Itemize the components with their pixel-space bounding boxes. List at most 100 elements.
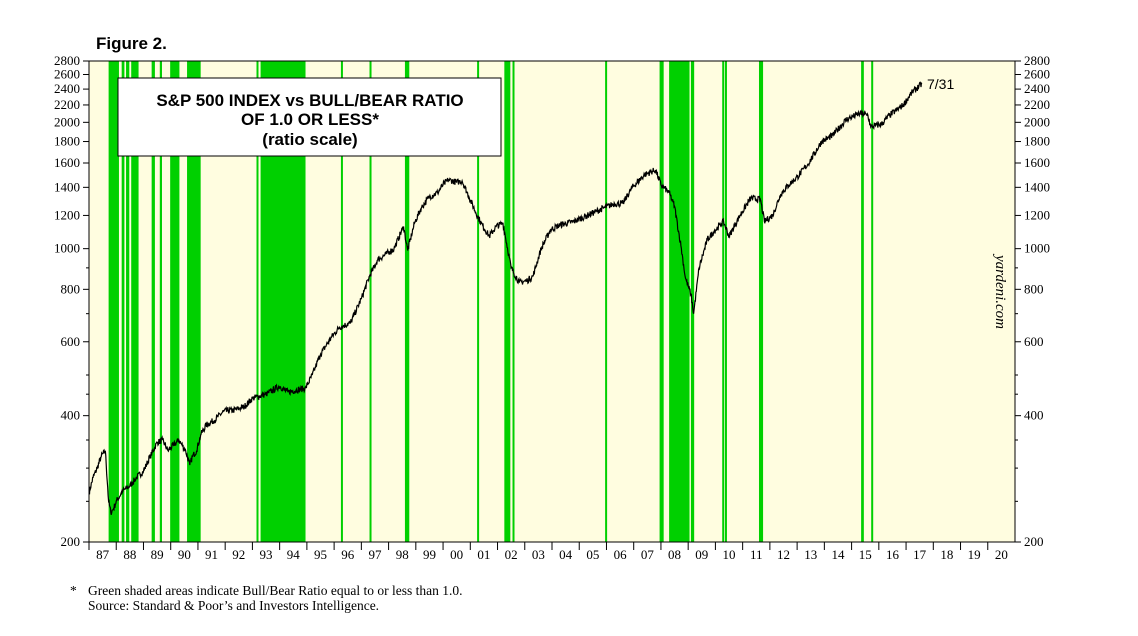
y-tick-label-right: 1200 [1024,207,1050,222]
series-line-sp500 [88,81,923,515]
x-year-label: 02 [505,547,518,562]
shaded-period-19 [669,61,690,542]
x-year-label: 15 [859,547,872,562]
y-tick-label-right: 1000 [1024,241,1050,256]
y-tick-label-right: 600 [1024,334,1044,349]
x-year-label: 19 [968,547,981,562]
y-tick-label-left: 2800 [54,53,80,68]
chart-title-line-2: OF 1.0 OR LESS* [241,110,379,129]
x-year-label: 17 [913,547,927,562]
x-year-label: 12 [777,547,790,562]
y-tick-label-right: 200 [1024,534,1044,549]
x-year-label: 07 [641,547,655,562]
chart-title-line-3: (ratio scale) [262,130,357,149]
x-year-label: 89 [151,547,164,562]
shaded-period-1 [108,61,119,542]
y-tick-label-right: 2600 [1024,67,1050,82]
x-year-label: 88 [123,547,136,562]
x-year-label: 13 [804,547,817,562]
shaded-period-2 [121,61,125,542]
x-year-label: 10 [723,547,736,562]
x-year-label: 99 [423,547,436,562]
y-tick-label-right: 1600 [1024,155,1050,170]
shaded-period-4 [131,61,139,542]
x-year-label: 90 [178,547,191,562]
x-year-label: 87 [96,547,110,562]
x-year-label: 96 [341,547,355,562]
shaded-period-21 [722,61,725,542]
shaded-period-9 [256,61,259,542]
x-year-label: 91 [205,547,218,562]
plot-border [88,60,1016,543]
shaded-period-5 [151,61,155,542]
y-tick-label-left: 1000 [54,241,80,256]
x-year-label: 08 [668,547,681,562]
shaded-period-6 [159,61,162,542]
shaded-period-14 [477,61,480,542]
shaded-period-20 [690,61,695,542]
source-text: Source: Standard & Poor’s and Investors … [88,598,380,613]
y-tick-label-right: 2400 [1024,81,1050,96]
y-tick-label-left: 1600 [54,155,80,170]
x-year-label: 97 [368,547,382,562]
y-tick-label-right: 2800 [1024,53,1050,68]
x-year-label: 20 [995,547,1008,562]
x-year-label: 18 [940,547,953,562]
x-year-label: 94 [287,547,301,562]
chart-title-line-1: S&P 500 INDEX vs BULL/BEAR RATIO [156,91,463,110]
shaded-period-11 [340,61,343,542]
figure-label: Figure 2. [96,34,167,53]
end-date-label: 7/31 [927,76,954,92]
shaded-period-12 [369,61,372,542]
y-tick-label-left: 1800 [54,134,80,149]
chart-title-box: S&P 500 INDEX vs BULL/BEAR RATIO OF 1.0 … [117,77,502,157]
shaded-period-7 [170,61,180,542]
y-tick-label-left: 2200 [54,97,80,112]
y-tick-label-right: 2200 [1024,97,1050,112]
x-year-label: 93 [260,547,273,562]
x-year-label: 05 [586,547,599,562]
x-year-label: 95 [314,547,327,562]
shaded-period-18 [659,61,664,542]
x-year-label: 00 [450,547,463,562]
y-tick-label-left: 800 [61,281,81,296]
y-tick-label-right: 800 [1024,281,1044,296]
x-year-label: 06 [614,547,628,562]
shaded-period-8 [187,61,201,542]
shaded-period-22 [724,61,727,542]
y-tick-label-left: 200 [61,534,81,549]
y-tick-label-right: 1400 [1024,179,1050,194]
x-year-label: 98 [396,547,409,562]
y-tick-label-left: 400 [61,408,81,423]
y-tick-label-right: 400 [1024,408,1044,423]
footnote: * Green shaded areas indicate Bull/Bear R… [70,583,463,613]
x-year-label: 14 [831,547,845,562]
x-year-label: 04 [559,547,573,562]
shaded-period-15 [504,61,511,542]
y-tick-label-left: 1200 [54,207,80,222]
shaded-period-23 [758,61,764,542]
x-year-label: 03 [532,547,545,562]
x-year-label: 01 [477,547,490,562]
x-year-label: 11 [750,547,763,562]
x-year-label: 16 [886,547,900,562]
shaded-period-3 [126,61,130,542]
x-year-label: 92 [232,547,245,562]
shaded-period-13 [404,61,410,542]
x-year-label: 09 [695,547,708,562]
y-tick-label-left: 600 [61,334,81,349]
y-tick-label-left: 2000 [54,114,80,129]
y-tick-label-left: 2600 [54,67,80,82]
footnote-text: Green shaded areas indicate Bull/Bear Ra… [88,583,463,598]
shaded-period-24 [861,61,864,542]
y-tick-label-left: 1400 [54,179,80,194]
shaded-period-17 [605,61,608,542]
shaded-period-25 [871,61,874,542]
y-tick-label-right: 2000 [1024,114,1050,129]
y-tick-label-left: 2400 [54,81,80,96]
watermark: yardeni.com [992,253,1008,329]
y-tick-label-right: 1800 [1024,134,1050,149]
shaded-period-16 [512,61,515,542]
